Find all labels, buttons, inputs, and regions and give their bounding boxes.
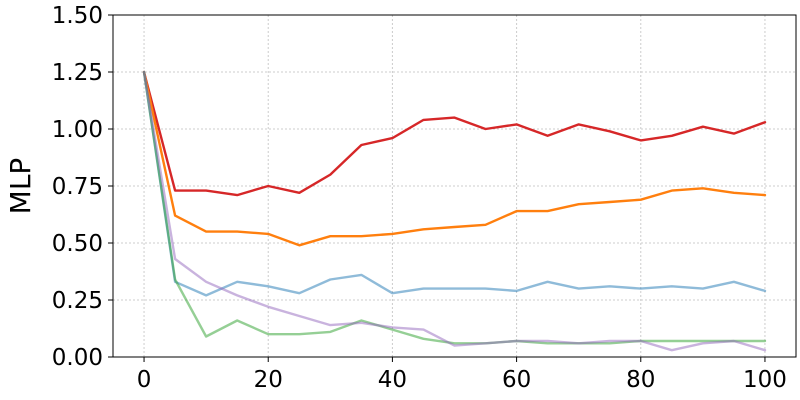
series-line-5: [142, 70, 767, 352]
y-tick-label: 0.25: [52, 288, 103, 314]
x-tick-label: 0: [137, 367, 152, 393]
y-axis-title: MLP: [4, 158, 37, 215]
series-line-2: [142, 70, 767, 247]
y-tick-label: 1.25: [52, 60, 103, 86]
x-tick-label: 100: [743, 367, 787, 393]
x-tick-label: 80: [626, 367, 655, 393]
x-tick-label: 40: [378, 367, 407, 393]
y-tick-label: 1.50: [52, 3, 103, 29]
y-tick-label: 1.00: [52, 117, 103, 143]
series-line-1: [142, 70, 767, 197]
series-line-3: [142, 70, 767, 297]
x-tick-label: 20: [254, 367, 283, 393]
x-tick-label: 60: [502, 367, 531, 393]
series-layer: [142, 70, 767, 352]
series-line-4: [142, 70, 767, 345]
y-tick-label: 0.00: [52, 345, 103, 371]
grid: [113, 14, 796, 358]
y-tick-label: 0.50: [52, 231, 103, 257]
y-tick-label: 0.75: [52, 174, 103, 200]
ticks: 0 20 40 60 80 100 0.00 0.25 0.50 0.75 1.00 1.25 1.50: [52, 3, 787, 393]
